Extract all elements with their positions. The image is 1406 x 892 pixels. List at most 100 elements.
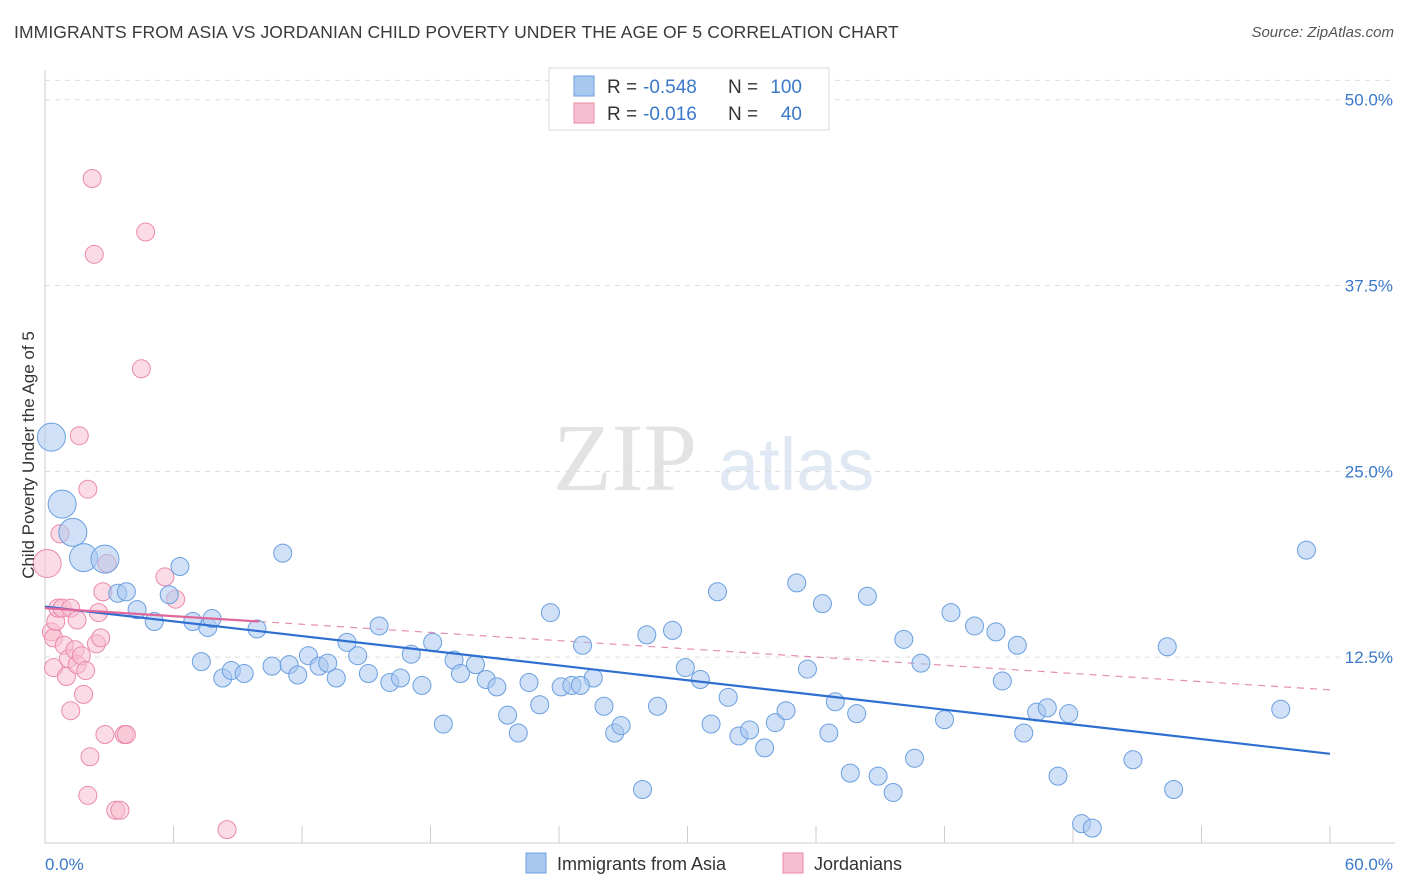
point-asia xyxy=(1271,699,1291,719)
point-asia xyxy=(170,557,190,577)
point-asia xyxy=(819,723,839,743)
legend-swatch-asia xyxy=(573,75,595,97)
point-asia xyxy=(905,748,925,768)
source-label: Source: ZipAtlas.com xyxy=(1251,24,1394,41)
point-asia xyxy=(637,625,657,645)
point-asia xyxy=(812,594,832,614)
point-asia xyxy=(288,665,308,685)
point-asia xyxy=(776,701,796,721)
point-asia xyxy=(868,766,888,786)
y-tick-label: 12.5% xyxy=(1345,648,1393,667)
bottom-legend-swatch-jordanians xyxy=(782,852,804,874)
point-jordanians xyxy=(74,684,94,704)
point-asia xyxy=(159,585,179,605)
point-asia xyxy=(718,687,738,707)
point-jordanians xyxy=(110,800,130,820)
point-asia xyxy=(941,603,961,623)
legend-r-value-2: -0.016 xyxy=(643,104,697,125)
point-asia xyxy=(992,671,1012,691)
point-asia xyxy=(894,629,914,649)
trend-lines xyxy=(259,620,1331,691)
trend-line-asia xyxy=(44,605,1331,755)
point-asia xyxy=(573,635,593,655)
point-jordanians xyxy=(69,426,89,446)
point-asia xyxy=(247,619,267,639)
point-asia xyxy=(1037,698,1057,718)
x-tick-label: 0.0% xyxy=(45,855,84,874)
point-asia xyxy=(348,646,368,666)
bottom-legend-swatch-asia xyxy=(525,852,547,874)
legend-r-label-1: R = xyxy=(607,77,637,98)
data-points xyxy=(32,169,1316,840)
tick-labels: 12.5% 25.0% 37.5% 50.0% 0.0% 60.0% xyxy=(45,91,1393,874)
point-asia xyxy=(90,544,120,574)
point-asia xyxy=(465,655,485,675)
point-asia xyxy=(690,669,710,689)
point-asia xyxy=(144,612,164,632)
point-jordanians xyxy=(61,701,81,721)
point-asia xyxy=(648,696,668,716)
point-asia xyxy=(675,658,695,678)
point-asia xyxy=(262,656,282,676)
point-asia xyxy=(530,695,550,715)
point-asia xyxy=(540,603,560,623)
point-jordanians xyxy=(82,169,102,189)
point-asia xyxy=(787,573,807,593)
point-asia xyxy=(318,653,338,673)
point-asia xyxy=(570,675,590,695)
x-tick-label: 60.0% xyxy=(1345,855,1393,874)
point-asia xyxy=(1007,635,1027,655)
legend-n-value-2: 40 xyxy=(781,104,802,125)
legend-r-label-2: R = xyxy=(607,104,637,125)
legend-r-value-1: -0.548 xyxy=(643,77,697,98)
point-asia xyxy=(911,653,931,673)
point-asia xyxy=(847,704,867,724)
bottom-legend-label-asia: Immigrants from Asia xyxy=(557,854,727,874)
gridlines xyxy=(45,79,1395,658)
legend-n-value-1: 100 xyxy=(770,77,802,98)
point-jordanians xyxy=(78,785,98,805)
point-asia xyxy=(234,664,254,684)
point-asia xyxy=(840,763,860,783)
point-asia xyxy=(857,586,877,606)
point-asia xyxy=(391,668,411,688)
point-jordanians xyxy=(84,244,104,264)
point-asia xyxy=(611,716,631,736)
y-tick-label: 37.5% xyxy=(1345,277,1393,296)
point-asia xyxy=(633,779,653,799)
point-asia xyxy=(707,582,727,602)
y-tick-label: 25.0% xyxy=(1345,462,1393,481)
point-asia xyxy=(1164,779,1184,799)
point-asia xyxy=(116,582,136,602)
point-asia xyxy=(765,713,785,733)
point-jordanians xyxy=(80,747,100,767)
point-jordanians xyxy=(95,724,115,744)
watermark-atlas: atlas xyxy=(718,423,874,506)
watermark-zip: ZIP xyxy=(553,404,697,511)
point-jordanians xyxy=(76,661,96,681)
chart-title: IMMIGRANTS FROM ASIA VS JORDANIAN CHILD … xyxy=(14,22,899,42)
point-asia xyxy=(358,664,378,684)
point-asia xyxy=(369,616,389,636)
point-jordanians xyxy=(116,724,136,744)
point-asia xyxy=(498,705,518,725)
point-asia xyxy=(740,720,760,740)
point-asia xyxy=(1123,750,1143,770)
point-asia xyxy=(1296,540,1316,560)
point-asia xyxy=(1059,704,1079,724)
point-asia xyxy=(663,620,683,640)
point-asia xyxy=(191,652,211,672)
trend-line-jordanians-dashed xyxy=(259,620,1331,691)
legend-swatch-jordanians xyxy=(573,102,595,124)
legend-n-label-2: N = xyxy=(728,104,758,125)
point-asia xyxy=(797,659,817,679)
point-jordanians xyxy=(67,610,87,630)
y-axis-label: Child Poverty Under the Age of 5 xyxy=(19,331,38,579)
point-jordanians xyxy=(91,628,111,648)
point-jordanians xyxy=(155,567,175,587)
y-tick-label: 50.0% xyxy=(1345,91,1393,110)
legend-box: R = -0.548 N = 100 R = -0.016 N = 40 xyxy=(548,67,830,131)
point-asia xyxy=(450,664,470,684)
point-asia xyxy=(487,677,507,697)
point-asia xyxy=(935,710,954,730)
